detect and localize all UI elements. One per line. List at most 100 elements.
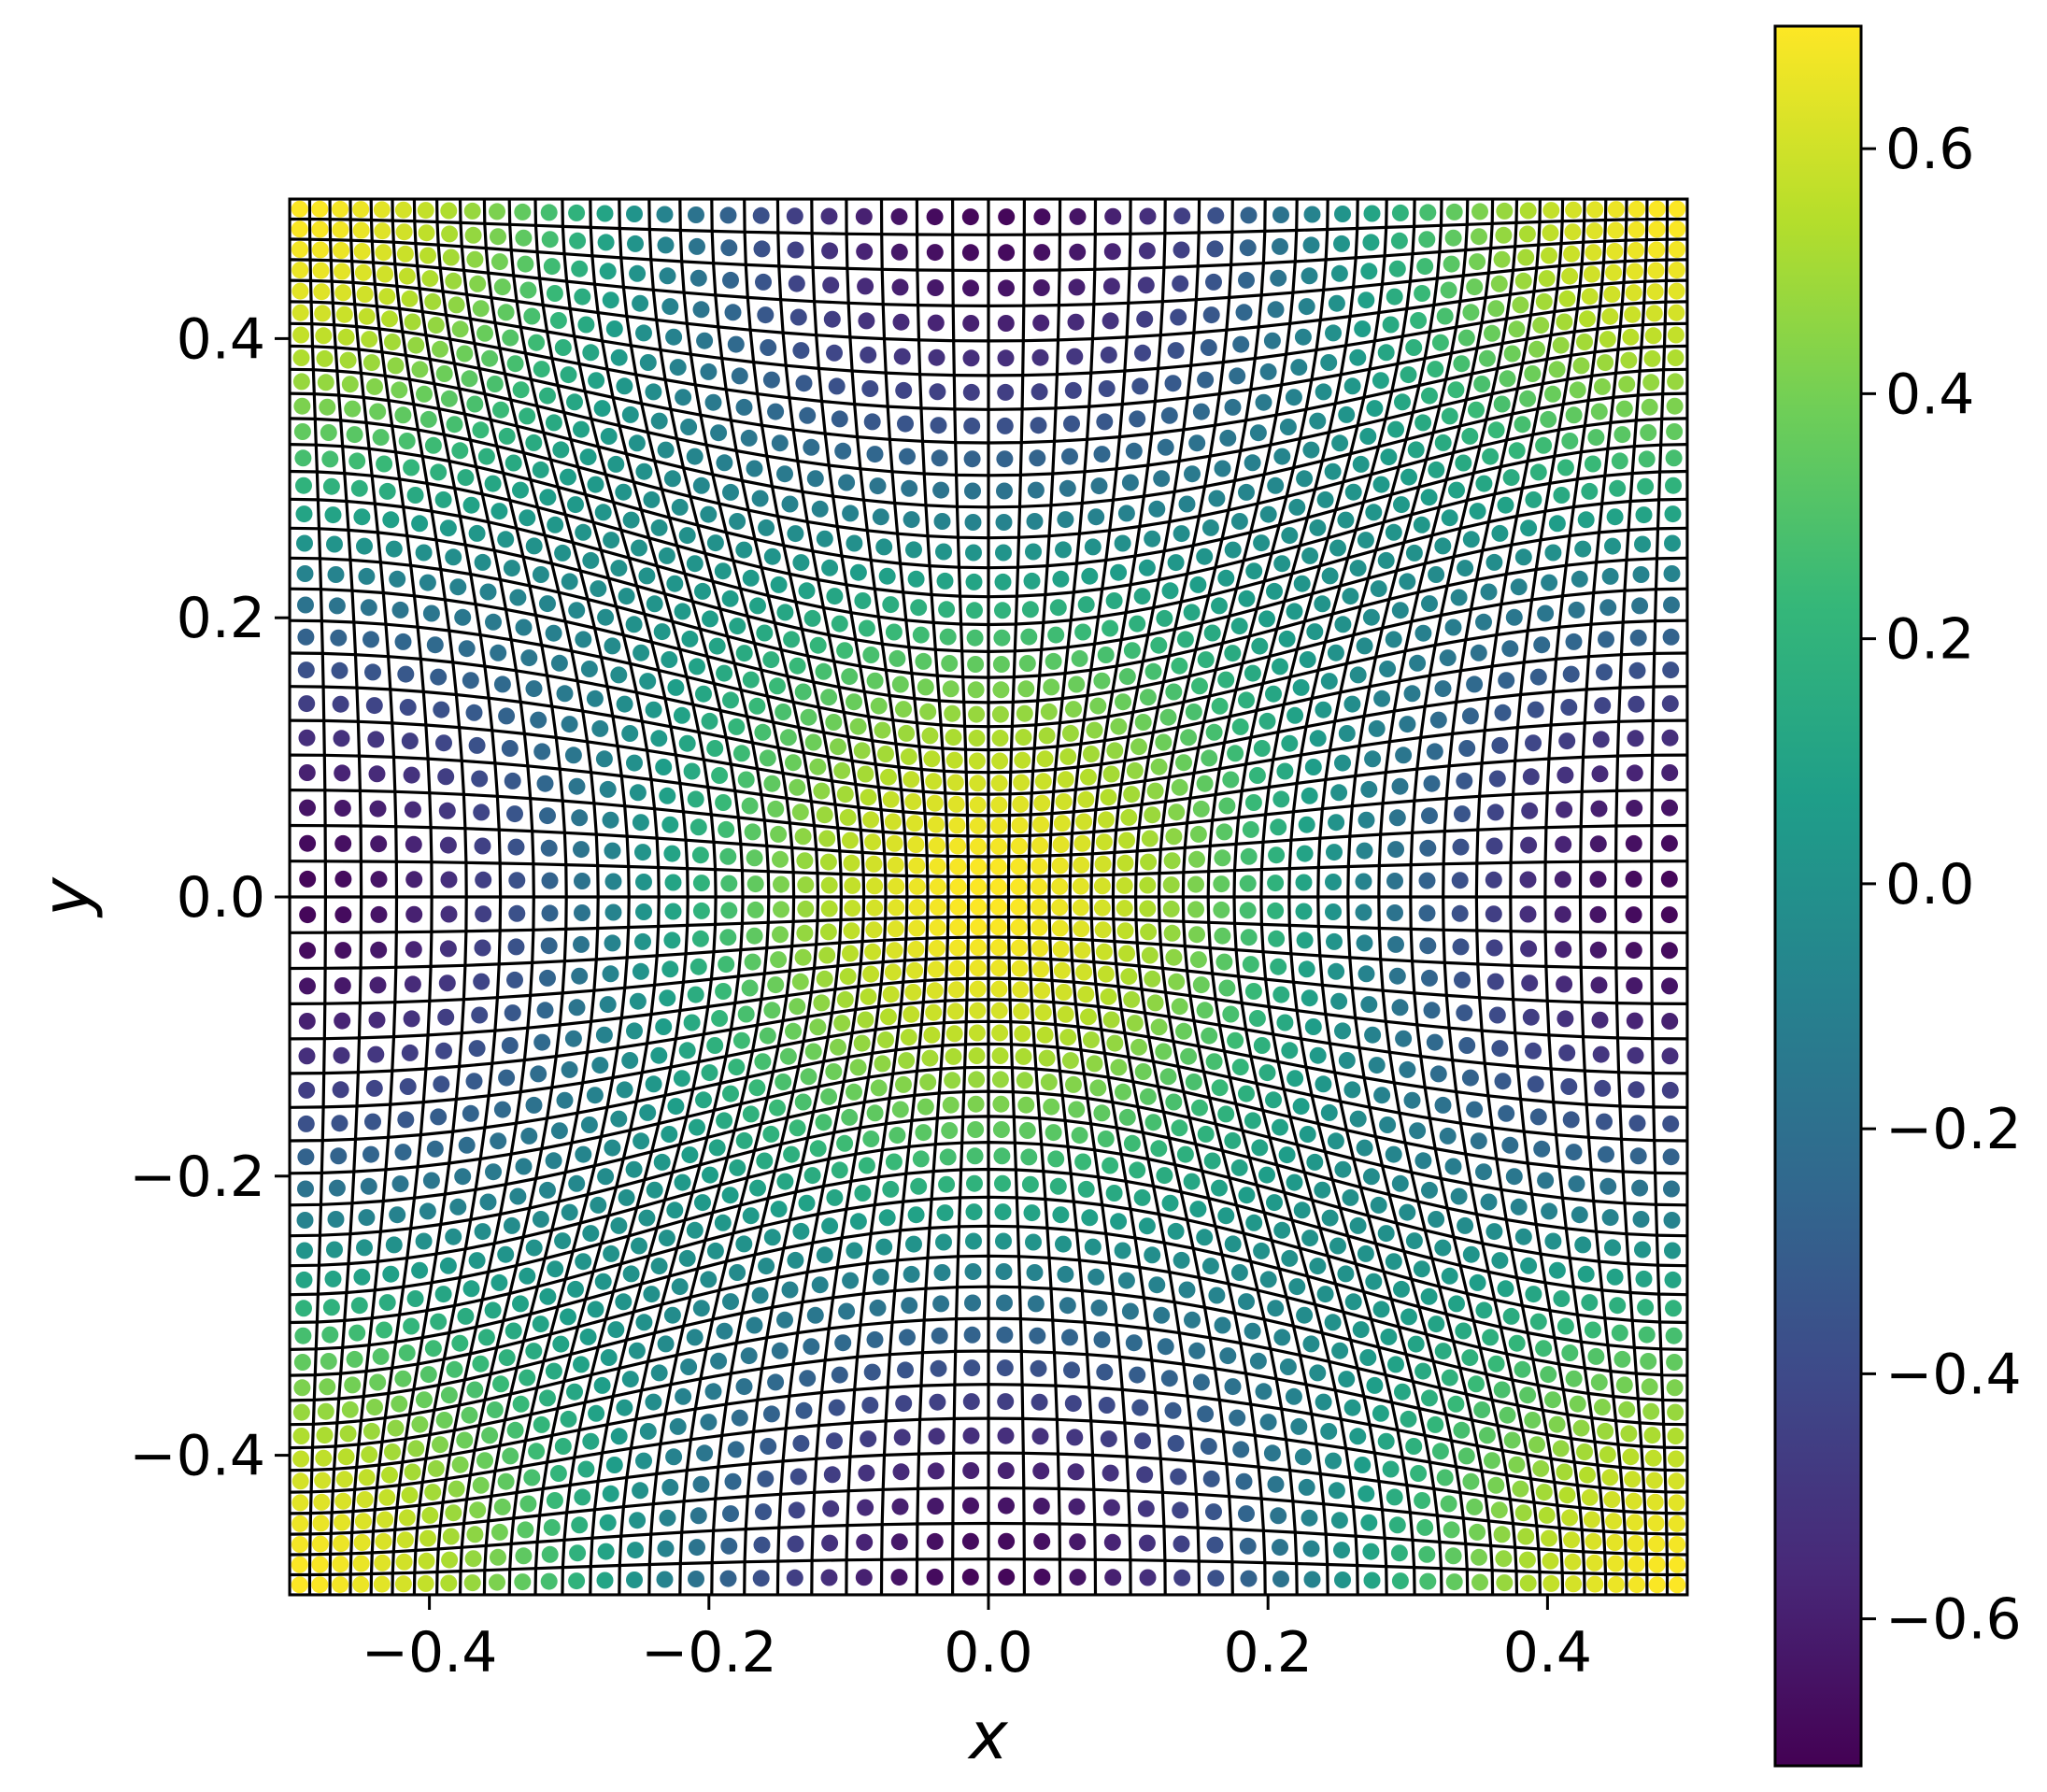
data-point [1059,1297,1076,1315]
data-point [1126,1015,1144,1032]
data-point [1362,1543,1380,1560]
data-point [1051,919,1069,937]
data-point [1592,731,1610,748]
data-point [968,1071,986,1088]
data-point [418,224,435,242]
data-point [748,1079,766,1097]
data-point [1301,547,1319,564]
data-point [1454,971,1471,988]
data-point [1407,1335,1425,1353]
data-point [1240,929,1258,946]
data-point [1032,279,1050,296]
data-point [1281,1042,1299,1060]
data-point [675,389,692,406]
data-point [1391,1174,1409,1192]
data-point [1514,1504,1532,1522]
data-point [1405,544,1423,562]
data-point [404,1463,421,1481]
data-point [324,506,342,524]
mesh-line-horizontal [290,1019,1687,1109]
data-point [1535,436,1553,454]
data-point [1178,495,1196,513]
data-point [767,403,785,420]
data-point [669,359,687,377]
data-point [1206,240,1224,258]
data-point [1272,237,1288,255]
mesh-layer [290,199,1687,1595]
data-point [1606,1534,1624,1551]
data-point [1115,1083,1131,1101]
data-point [935,543,952,561]
data-point [1217,1207,1235,1225]
data-point [1080,1008,1097,1026]
data-point [1093,446,1111,463]
data-point [490,1548,506,1566]
data-point [820,1569,838,1586]
data-point [863,413,881,431]
data-point [1661,1013,1679,1030]
data-point [895,381,913,399]
data-point [1343,1399,1361,1416]
x-axis-ticks: −0.4 −0.2 0.0 0.2 0.4 [362,1595,1592,1685]
data-point [1585,1532,1602,1550]
data-point [523,307,541,325]
data-point [1635,1270,1653,1287]
data-point [1187,901,1204,918]
data-point [1051,857,1069,875]
data-point [861,380,879,397]
data-point [567,496,584,514]
data-point [597,1168,615,1186]
data-point [990,817,1008,834]
data-point [1574,540,1592,558]
data-point [1574,1236,1592,1254]
data-point [1309,519,1327,536]
data-point [1036,1026,1054,1044]
data-point [944,704,961,722]
data-point [1084,538,1102,556]
data-point [1338,725,1356,742]
data-point [858,619,875,637]
data-point [1029,1327,1046,1344]
data-point [635,1314,653,1331]
data-point [785,1022,802,1040]
data-point [1525,734,1542,752]
data-point [1126,761,1144,779]
data-point [530,1065,547,1083]
data-point [1183,1173,1201,1190]
data-point [714,562,732,580]
data-point [669,1417,687,1435]
data-point [1020,628,1038,646]
data-point [862,811,880,829]
data-point [737,771,755,789]
data-point [1267,902,1285,919]
data-point [587,1301,604,1318]
data-point [1013,774,1031,791]
data-point [292,373,310,391]
data-point [1628,1556,1645,1573]
data-point [1469,253,1486,271]
data-point [1040,1074,1058,1091]
data-point [1018,655,1036,672]
data-point [1565,1370,1583,1387]
data-point [1484,324,1500,342]
data-point [1326,932,1343,950]
data-point [1296,470,1314,488]
data-point [1218,797,1236,815]
data-point [1047,626,1065,644]
data-point [762,1125,780,1143]
data-point [1440,1495,1457,1513]
data-point [313,1493,331,1511]
data-point [836,1134,854,1152]
data-point [1581,1488,1599,1506]
data-point [1419,204,1437,221]
data-point [776,1173,794,1190]
data-point [1520,836,1538,854]
data-point [1150,636,1168,654]
data-point [1667,1450,1685,1468]
mesh-line-horizontal [290,788,1687,838]
data-point [1606,1268,1624,1286]
data-point [751,490,769,507]
data-point [1253,534,1271,552]
data-point [771,1342,789,1359]
data-point [1409,1122,1427,1140]
